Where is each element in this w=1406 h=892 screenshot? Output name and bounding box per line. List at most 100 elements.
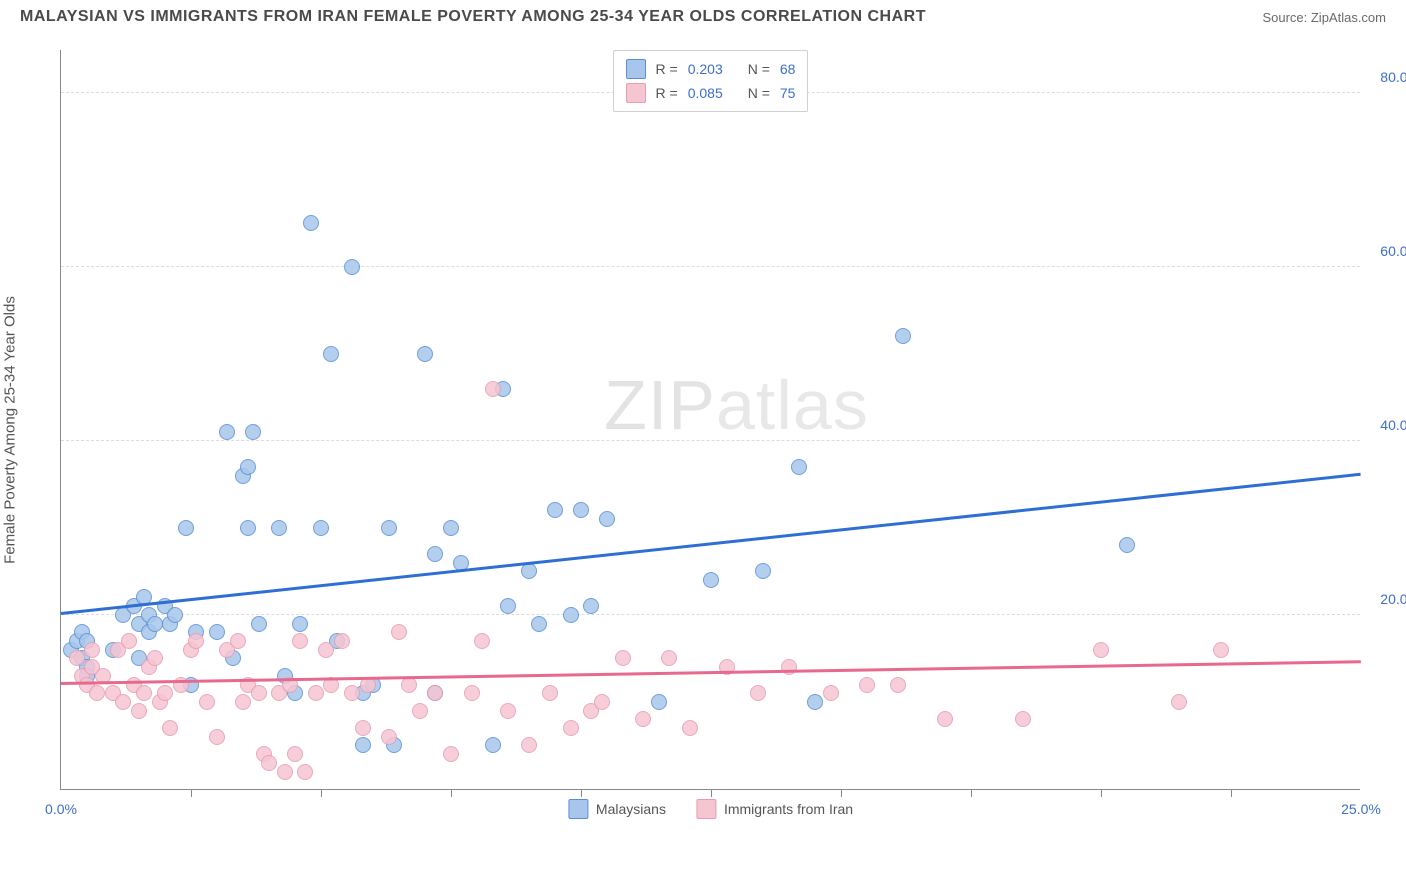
data-point (615, 650, 631, 666)
data-point (542, 685, 558, 701)
data-point (651, 694, 667, 710)
x-tick-label: 25.0% (1341, 801, 1381, 817)
legend-row: R =0.085N =75 (626, 81, 796, 105)
data-point (303, 215, 319, 231)
data-point (178, 520, 194, 536)
data-point (1015, 711, 1031, 727)
data-point (781, 659, 797, 675)
r-value: 0.203 (688, 61, 738, 77)
data-point (219, 424, 235, 440)
y-tick-label: 60.0% (1380, 243, 1406, 259)
data-point (443, 746, 459, 762)
legend-swatch (696, 799, 716, 819)
chart-header: MALAYSIAN VS IMMIGRANTS FROM IRAN FEMALE… (0, 0, 1406, 30)
data-point (292, 633, 308, 649)
data-point (531, 616, 547, 632)
data-point (334, 633, 350, 649)
data-point (500, 598, 516, 614)
data-point (167, 607, 183, 623)
data-point (500, 703, 516, 719)
x-tick (971, 789, 972, 797)
chart-container: Female Poverty Among 25-34 Year Olds R =… (20, 30, 1386, 830)
n-value: 68 (780, 61, 796, 77)
data-point (355, 737, 371, 753)
data-point (313, 520, 329, 536)
legend-row: R =0.203N =68 (626, 57, 796, 81)
legend-swatch (626, 59, 646, 79)
x-tick-label: 0.0% (45, 801, 77, 817)
data-point (859, 677, 875, 693)
x-tick (581, 789, 582, 797)
data-point (89, 685, 105, 701)
data-point (308, 685, 324, 701)
data-point (162, 720, 178, 736)
data-point (323, 346, 339, 362)
data-point (1093, 642, 1109, 658)
data-point (573, 502, 589, 518)
data-point (937, 711, 953, 727)
data-point (157, 685, 173, 701)
data-point (235, 694, 251, 710)
scatter-plot: R =0.203N =68R =0.085N =75 ZIPatlas Mala… (60, 50, 1360, 790)
data-point (287, 746, 303, 762)
legend-label: Malaysians (596, 801, 666, 817)
data-point (755, 563, 771, 579)
trend-line (61, 473, 1361, 615)
x-tick (711, 789, 712, 797)
data-point (261, 755, 277, 771)
data-point (1213, 642, 1229, 658)
data-point (401, 677, 417, 693)
series-legend: Malaysians Immigrants from Iran (568, 799, 853, 819)
data-point (344, 685, 360, 701)
data-point (474, 633, 490, 649)
data-point (147, 650, 163, 666)
data-point (703, 572, 719, 588)
data-point (823, 685, 839, 701)
gridline (61, 266, 1360, 267)
data-point (661, 650, 677, 666)
n-value: 75 (780, 85, 796, 101)
data-point (136, 685, 152, 701)
data-point (121, 633, 137, 649)
x-tick (841, 789, 842, 797)
data-point (890, 677, 906, 693)
data-point (344, 259, 360, 275)
data-point (318, 642, 334, 658)
legend-item: Immigrants from Iran (696, 799, 853, 819)
legend-item: Malaysians (568, 799, 666, 819)
data-point (292, 616, 308, 632)
data-point (245, 424, 261, 440)
legend-swatch (626, 83, 646, 103)
x-tick (1101, 789, 1102, 797)
data-point (188, 633, 204, 649)
source-link[interactable]: ZipAtlas.com (1311, 10, 1386, 25)
data-point (485, 381, 501, 397)
x-tick (451, 789, 452, 797)
data-point (547, 502, 563, 518)
chart-title: MALAYSIAN VS IMMIGRANTS FROM IRAN FEMALE… (20, 8, 926, 26)
gridline (61, 614, 1360, 615)
data-point (230, 633, 246, 649)
data-point (391, 624, 407, 640)
data-point (635, 711, 651, 727)
data-point (131, 703, 147, 719)
data-point (750, 685, 766, 701)
data-point (84, 642, 100, 658)
data-point (209, 624, 225, 640)
gridline (61, 440, 1360, 441)
data-point (115, 694, 131, 710)
data-point (1119, 537, 1135, 553)
data-point (412, 703, 428, 719)
data-point (443, 520, 459, 536)
data-point (521, 563, 537, 579)
data-point (297, 764, 313, 780)
y-axis-label: Female Poverty Among 25-34 Year Olds (2, 296, 19, 564)
watermark: ZIPatlas (604, 365, 869, 445)
data-point (147, 616, 163, 632)
data-point (1171, 694, 1187, 710)
data-point (583, 598, 599, 614)
legend-label: Immigrants from Iran (724, 801, 853, 817)
data-point (417, 346, 433, 362)
data-point (209, 729, 225, 745)
data-point (464, 685, 480, 701)
